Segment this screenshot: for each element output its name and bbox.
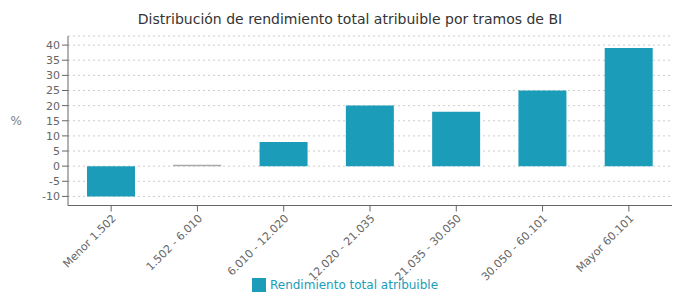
svg-text:35: 35: [46, 54, 60, 67]
svg-text:12.020 - 21.035: 12.020 - 21.035: [306, 212, 377, 283]
svg-text:5: 5: [53, 145, 60, 158]
svg-text:30.050 - 60.101: 30.050 - 60.101: [479, 212, 550, 283]
svg-text:25: 25: [46, 84, 60, 97]
svg-text:10: 10: [46, 130, 60, 143]
svg-text:30: 30: [46, 69, 60, 82]
svg-text:%: %: [11, 114, 22, 128]
svg-text:Mayor 60.101: Mayor 60.101: [574, 212, 637, 275]
svg-text:40: 40: [46, 39, 60, 52]
html-text:Distribución de rendimiento to: Distribución de rendimiento total atribu…: [137, 11, 563, 27]
svg-text:20: 20: [46, 100, 60, 113]
svg-text:1.502 - 6.010: 1.502 - 6.010: [144, 212, 205, 273]
svg-text:21.035 - 30.050: 21.035 - 30.050: [393, 212, 464, 283]
svg-text:15: 15: [46, 115, 60, 128]
svg-text:Menor 1.502: Menor 1.502: [60, 212, 118, 270]
svg-text:6.010 - 12.020: 6.010 - 12.020: [225, 212, 291, 278]
svg-text:-10: -10: [42, 190, 60, 203]
svg-text:0: 0: [53, 160, 60, 173]
svg-text:-5: -5: [49, 175, 60, 188]
html-text:Rendimiento total atribuible: Rendimiento total atribuible: [270, 277, 438, 292]
